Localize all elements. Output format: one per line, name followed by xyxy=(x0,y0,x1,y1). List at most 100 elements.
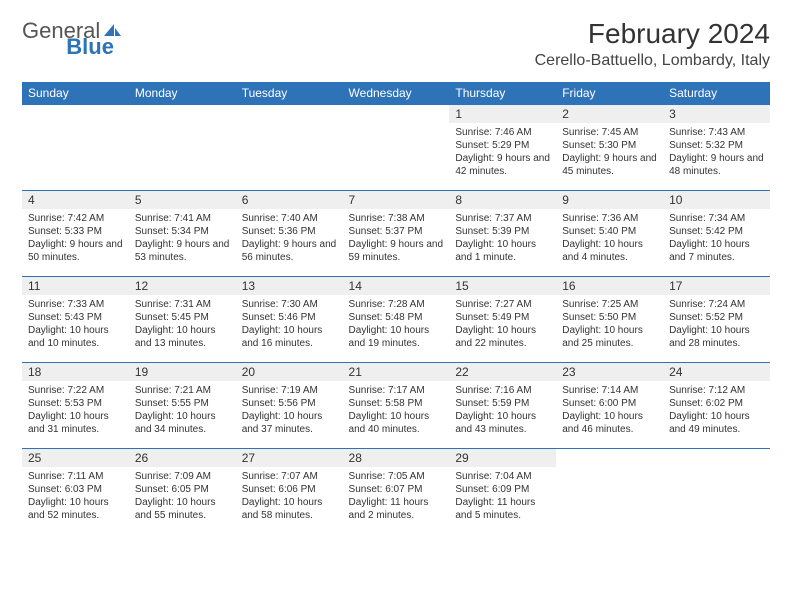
day-number: 18 xyxy=(22,363,129,381)
day-number: 3 xyxy=(663,105,770,123)
day-details: Sunrise: 7:16 AMSunset: 5:59 PMDaylight:… xyxy=(449,381,556,440)
day-details: Sunrise: 7:22 AMSunset: 5:53 PMDaylight:… xyxy=(22,381,129,440)
day-header-friday: Friday xyxy=(556,82,663,105)
daylight-text: Daylight: 10 hours and 1 minute. xyxy=(455,238,550,264)
sunrise-text: Sunrise: 7:07 AM xyxy=(242,470,337,483)
sunrise-text: Sunrise: 7:22 AM xyxy=(28,384,123,397)
sunrise-text: Sunrise: 7:33 AM xyxy=(28,298,123,311)
calendar-cell-18: 18Sunrise: 7:22 AMSunset: 5:53 PMDayligh… xyxy=(22,363,129,449)
day-details: Sunrise: 7:41 AMSunset: 5:34 PMDaylight:… xyxy=(129,209,236,268)
sunset-text: Sunset: 6:09 PM xyxy=(455,483,550,496)
calendar-cell-10: 10Sunrise: 7:34 AMSunset: 5:42 PMDayligh… xyxy=(663,191,770,277)
calendar-week: 18Sunrise: 7:22 AMSunset: 5:53 PMDayligh… xyxy=(22,363,770,449)
sunset-text: Sunset: 5:55 PM xyxy=(135,397,230,410)
day-number: 17 xyxy=(663,277,770,295)
sunset-text: Sunset: 5:53 PM xyxy=(28,397,123,410)
daylight-text: Daylight: 10 hours and 13 minutes. xyxy=(135,324,230,350)
day-header-wednesday: Wednesday xyxy=(343,82,450,105)
sunrise-text: Sunrise: 7:21 AM xyxy=(135,384,230,397)
calendar-week: 4Sunrise: 7:42 AMSunset: 5:33 PMDaylight… xyxy=(22,191,770,277)
sunset-text: Sunset: 5:52 PM xyxy=(669,311,764,324)
day-details: Sunrise: 7:34 AMSunset: 5:42 PMDaylight:… xyxy=(663,209,770,268)
calendar-cell-1: 1Sunrise: 7:46 AMSunset: 5:29 PMDaylight… xyxy=(449,105,556,191)
sunrise-text: Sunrise: 7:37 AM xyxy=(455,212,550,225)
calendar-cell-6: 6Sunrise: 7:40 AMSunset: 5:36 PMDaylight… xyxy=(236,191,343,277)
sunrise-text: Sunrise: 7:42 AM xyxy=(28,212,123,225)
logo: General Blue xyxy=(22,18,170,44)
calendar-cell-empty xyxy=(556,449,663,535)
calendar-cell-12: 12Sunrise: 7:31 AMSunset: 5:45 PMDayligh… xyxy=(129,277,236,363)
day-details: Sunrise: 7:07 AMSunset: 6:06 PMDaylight:… xyxy=(236,467,343,526)
calendar-cell-26: 26Sunrise: 7:09 AMSunset: 6:05 PMDayligh… xyxy=(129,449,236,535)
day-number: 1 xyxy=(449,105,556,123)
day-number: 24 xyxy=(663,363,770,381)
calendar-cell-empty xyxy=(663,449,770,535)
day-details: Sunrise: 7:45 AMSunset: 5:30 PMDaylight:… xyxy=(556,123,663,182)
day-details: Sunrise: 7:11 AMSunset: 6:03 PMDaylight:… xyxy=(22,467,129,526)
day-number: 19 xyxy=(129,363,236,381)
sunset-text: Sunset: 5:56 PM xyxy=(242,397,337,410)
day-number: 11 xyxy=(22,277,129,295)
day-header-sunday: Sunday xyxy=(22,82,129,105)
day-number: 15 xyxy=(449,277,556,295)
sunrise-text: Sunrise: 7:04 AM xyxy=(455,470,550,483)
daylight-text: Daylight: 9 hours and 45 minutes. xyxy=(562,152,657,178)
daylight-text: Daylight: 10 hours and 7 minutes. xyxy=(669,238,764,264)
day-header-tuesday: Tuesday xyxy=(236,82,343,105)
sunrise-text: Sunrise: 7:19 AM xyxy=(242,384,337,397)
sunrise-text: Sunrise: 7:45 AM xyxy=(562,126,657,139)
day-number: 22 xyxy=(449,363,556,381)
calendar-cell-empty xyxy=(22,105,129,191)
daylight-text: Daylight: 9 hours and 56 minutes. xyxy=(242,238,337,264)
daylight-text: Daylight: 10 hours and 34 minutes. xyxy=(135,410,230,436)
sunrise-text: Sunrise: 7:17 AM xyxy=(349,384,444,397)
daylight-text: Daylight: 9 hours and 50 minutes. xyxy=(28,238,123,264)
calendar-cell-20: 20Sunrise: 7:19 AMSunset: 5:56 PMDayligh… xyxy=(236,363,343,449)
day-details: Sunrise: 7:24 AMSunset: 5:52 PMDaylight:… xyxy=(663,295,770,354)
daylight-text: Daylight: 10 hours and 46 minutes. xyxy=(562,410,657,436)
calendar-cell-29: 29 Sunrise: 7:04 AMSunset: 6:09 PMDayligh… xyxy=(449,449,556,535)
daylight-text: Daylight: 10 hours and 31 minutes. xyxy=(28,410,123,436)
day-number: 4 xyxy=(22,191,129,209)
header: General Blue February 2024 Cerello-Battu… xyxy=(22,18,770,70)
daylight-text: Daylight: 10 hours and 49 minutes. xyxy=(669,410,764,436)
day-number: 29 xyxy=(449,449,556,467)
calendar-table: SundayMondayTuesdayWednesdayThursdayFrid… xyxy=(22,82,770,535)
sunrise-text: Sunrise: 7:38 AM xyxy=(349,212,444,225)
sunrise-text: Sunrise: 7:41 AM xyxy=(135,212,230,225)
daylight-text: Daylight: 11 hours and 5 minutes. xyxy=(455,496,550,522)
calendar-cell-2: 2Sunrise: 7:45 AMSunset: 5:30 PMDaylight… xyxy=(556,105,663,191)
sunset-text: Sunset: 5:40 PM xyxy=(562,225,657,238)
daylight-text: Daylight: 10 hours and 55 minutes. xyxy=(135,496,230,522)
calendar-cell-16: 16Sunrise: 7:25 AMSunset: 5:50 PMDayligh… xyxy=(556,277,663,363)
daylight-text: Daylight: 11 hours and 2 minutes. xyxy=(349,496,444,522)
daylight-text: Daylight: 10 hours and 40 minutes. xyxy=(349,410,444,436)
calendar-cell-3: 3Sunrise: 7:43 AMSunset: 5:32 PMDaylight… xyxy=(663,105,770,191)
daylight-text: Daylight: 9 hours and 42 minutes. xyxy=(455,152,550,178)
logo-text-2: Blue xyxy=(66,34,114,60)
daylight-text: Daylight: 9 hours and 59 minutes. xyxy=(349,238,444,264)
day-details: Sunrise: 7:42 AMSunset: 5:33 PMDaylight:… xyxy=(22,209,129,268)
sunset-text: Sunset: 5:32 PM xyxy=(669,139,764,152)
day-details: Sunrise: 7:09 AMSunset: 6:05 PMDaylight:… xyxy=(129,467,236,526)
calendar-week: 1Sunrise: 7:46 AMSunset: 5:29 PMDaylight… xyxy=(22,105,770,191)
sunrise-text: Sunrise: 7:36 AM xyxy=(562,212,657,225)
sunrise-text: Sunrise: 7:46 AM xyxy=(455,126,550,139)
sunset-text: Sunset: 5:58 PM xyxy=(349,397,444,410)
sunrise-text: Sunrise: 7:28 AM xyxy=(349,298,444,311)
sunset-text: Sunset: 5:45 PM xyxy=(135,311,230,324)
day-number: 5 xyxy=(129,191,236,209)
sunset-text: Sunset: 5:59 PM xyxy=(455,397,550,410)
calendar-cell-empty xyxy=(236,105,343,191)
sunrise-text: Sunrise: 7:05 AM xyxy=(349,470,444,483)
day-number: 21 xyxy=(343,363,450,381)
sunset-text: Sunset: 5:43 PM xyxy=(28,311,123,324)
day-details: Sunrise: 7:43 AMSunset: 5:32 PMDaylight:… xyxy=(663,123,770,182)
calendar-cell-23: 23Sunrise: 7:14 AMSunset: 6:00 PMDayligh… xyxy=(556,363,663,449)
sunrise-text: Sunrise: 7:27 AM xyxy=(455,298,550,311)
sunrise-text: Sunrise: 7:43 AM xyxy=(669,126,764,139)
day-number: 23 xyxy=(556,363,663,381)
calendar-cell-4: 4Sunrise: 7:42 AMSunset: 5:33 PMDaylight… xyxy=(22,191,129,277)
calendar-cell-7: 7Sunrise: 7:38 AMSunset: 5:37 PMDaylight… xyxy=(343,191,450,277)
daylight-text: Daylight: 10 hours and 19 minutes. xyxy=(349,324,444,350)
